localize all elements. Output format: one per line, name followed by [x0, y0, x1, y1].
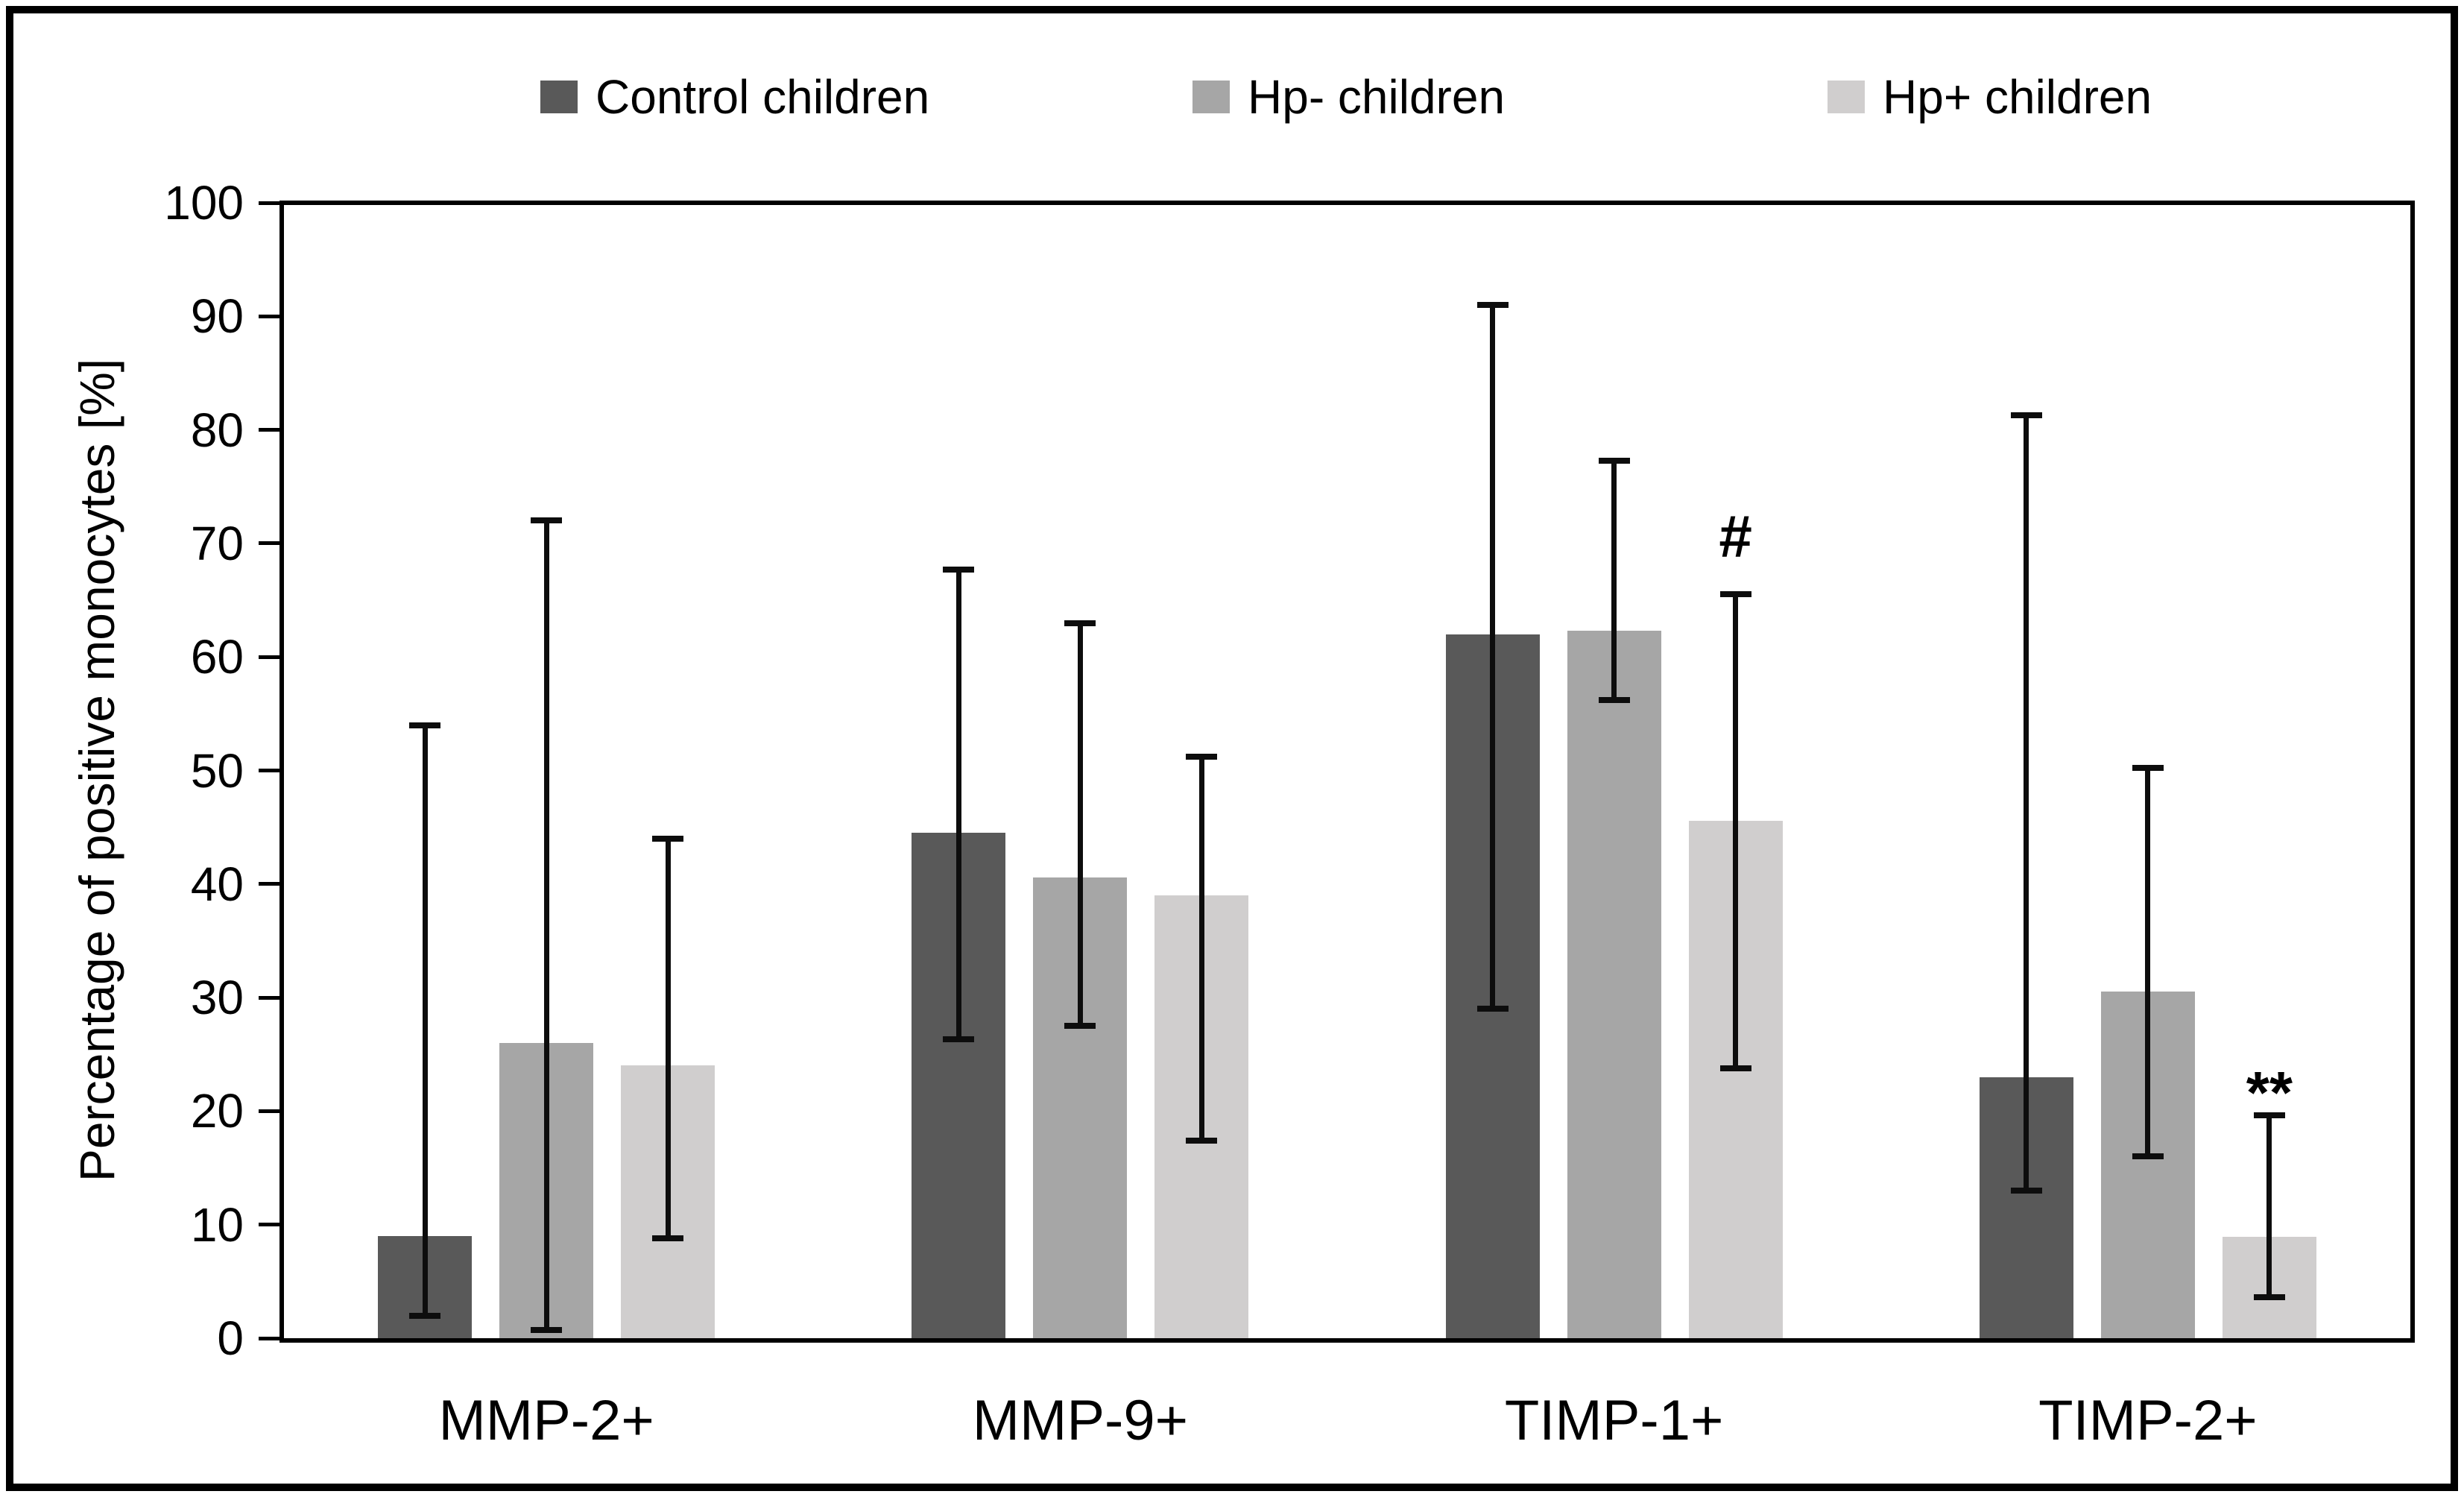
y-tick-label: 60	[190, 630, 244, 684]
error-bar-line	[2266, 1115, 2272, 1298]
error-bar-line	[422, 725, 428, 1316]
y-tick-mark	[259, 655, 279, 659]
y-tick-label: 80	[190, 403, 244, 457]
error-bar-line	[1611, 460, 1617, 701]
error-bar-cap-bottom	[1476, 1006, 1509, 1012]
error-bar-cap-bottom	[1598, 697, 1630, 704]
significance-annotation: #	[1719, 503, 1752, 570]
error-bar-cap-bottom	[1719, 1065, 1751, 1071]
error-bar-cap-top	[2010, 412, 2042, 418]
legend-item: Hp+ children	[1828, 70, 2152, 124]
error-bar-cap-top	[2253, 1112, 2285, 1119]
y-tick-mark	[259, 995, 279, 1000]
y-tick-mark	[259, 201, 279, 205]
legend-label: Hp- children	[1248, 70, 1506, 124]
y-tick-mark	[259, 769, 279, 772]
error-bar-cap-top	[1719, 591, 1751, 598]
error-bar-line	[1077, 623, 1083, 1027]
y-tick-label: 90	[190, 289, 244, 344]
x-category-label: TIMP-2+	[2038, 1389, 2258, 1452]
plot-area	[279, 201, 2415, 1343]
error-bar-cap-bottom	[2010, 1188, 2042, 1194]
error-bar-cap-top	[943, 566, 975, 573]
legend-label: Hp+ children	[1883, 70, 2152, 124]
y-tick-label: 40	[190, 857, 244, 911]
error-bar-line	[2024, 415, 2029, 1191]
legend-swatch	[540, 81, 578, 113]
error-bar-line	[665, 838, 671, 1238]
error-bar-cap-bottom	[2253, 1294, 2285, 1301]
y-tick-label: 70	[190, 516, 244, 570]
error-bar-cap-top	[652, 835, 684, 842]
y-tick-mark	[259, 882, 279, 886]
y-tick-label: 30	[190, 971, 244, 1025]
legend-item: Control children	[540, 70, 930, 124]
y-tick-mark	[259, 1109, 279, 1113]
x-category-label: MMP-9+	[972, 1389, 1189, 1452]
error-bar-cap-top	[1186, 754, 1218, 760]
legend-swatch	[1828, 81, 1865, 113]
bar	[1567, 631, 1661, 1338]
y-tick-mark	[259, 428, 279, 432]
error-bar-cap-bottom	[943, 1036, 975, 1043]
error-bar-cap-top	[409, 722, 441, 728]
error-bar-cap-bottom	[1186, 1137, 1218, 1144]
y-tick-label: 10	[190, 1197, 244, 1252]
error-bar-cap-bottom	[409, 1312, 441, 1319]
error-bar-line	[543, 520, 549, 1331]
error-bar-cap-top	[2132, 765, 2164, 772]
error-bar-line	[1198, 757, 1204, 1141]
y-tick-mark	[259, 1336, 279, 1340]
y-tick-label: 100	[164, 176, 244, 230]
error-bar-cap-bottom	[1064, 1023, 1096, 1030]
figure-frame	[6, 6, 2458, 1491]
legend-label: Control children	[596, 70, 930, 124]
y-tick-label: 20	[190, 1084, 244, 1138]
error-bar-line	[955, 569, 961, 1040]
error-bar-cap-top	[1598, 457, 1630, 464]
error-bar-cap-bottom	[2132, 1153, 2164, 1160]
significance-annotation: **	[2246, 1059, 2293, 1126]
y-tick-mark	[259, 1223, 279, 1227]
error-bar-cap-bottom	[652, 1235, 684, 1241]
y-tick-mark	[259, 541, 279, 546]
x-category-label: TIMP-1+	[1504, 1389, 1724, 1452]
error-bar-line	[1490, 305, 1496, 1009]
error-bar-cap-top	[531, 517, 563, 524]
legend-item: Hp- children	[1192, 70, 1506, 124]
x-category-label: MMP-2+	[438, 1389, 654, 1452]
y-tick-label: 50	[190, 743, 244, 798]
y-tick-mark	[259, 314, 279, 318]
legend-swatch	[1192, 81, 1230, 113]
error-bar-cap-top	[1064, 620, 1096, 626]
error-bar-line	[1733, 594, 1739, 1068]
y-tick-label: 0	[217, 1311, 244, 1365]
error-bar-cap-top	[1476, 302, 1509, 309]
error-bar-cap-bottom	[531, 1327, 563, 1334]
error-bar-line	[2145, 768, 2151, 1157]
